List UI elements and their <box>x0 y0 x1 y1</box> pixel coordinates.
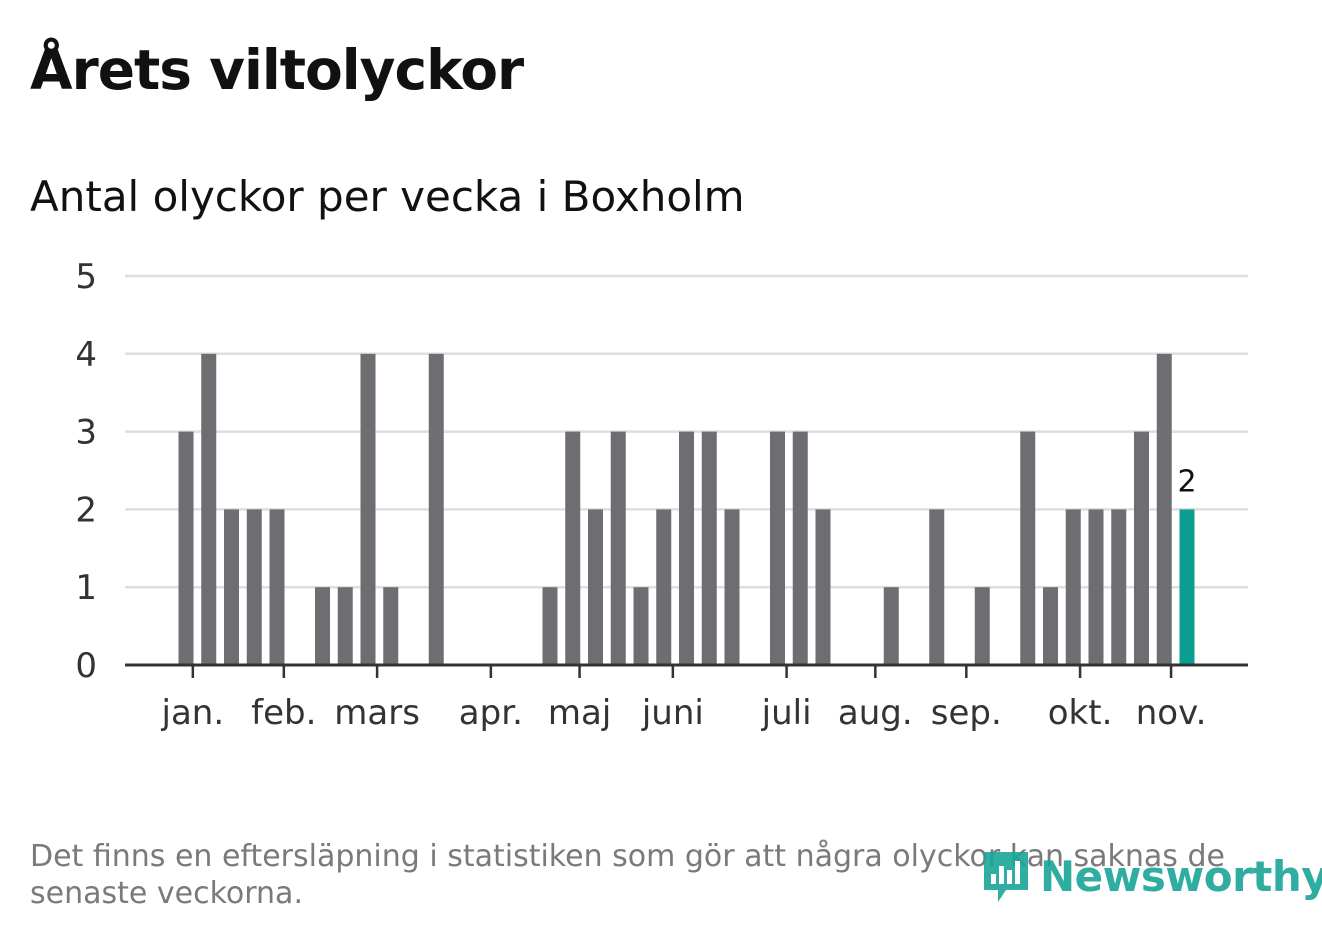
bar <box>929 509 945 665</box>
chart-title: Årets viltolyckor <box>30 38 524 102</box>
bar <box>1088 509 1104 665</box>
bar <box>883 587 899 665</box>
bar-latest-week <box>1179 509 1195 665</box>
bar <box>1065 509 1081 665</box>
bar <box>383 587 399 665</box>
bar <box>815 509 831 665</box>
bar <box>1156 353 1172 665</box>
x-tick-label: sep. <box>931 693 1002 733</box>
bar <box>1111 509 1127 665</box>
data-labels: 2 <box>1177 464 1196 499</box>
bar <box>337 587 353 665</box>
x-tick-label: maj <box>548 693 611 733</box>
x-tick-label: apr. <box>459 693 523 733</box>
y-tick-label: 4 <box>75 335 97 375</box>
y-axis: 0 1 2 3 4 5 <box>75 257 97 686</box>
y-tick-label: 1 <box>75 568 97 608</box>
bar <box>679 431 694 665</box>
y-tick-label: 5 <box>75 257 97 297</box>
x-axis: jan. feb. mars apr. maj juni juli aug. sep. okt. n… <box>125 663 1248 733</box>
logo-text: Newsworthy <box>1040 851 1322 901</box>
newsworthy-logo: Newsworthy <box>980 846 1322 906</box>
chart-subtitle: Antal olyckor per vecka i Boxholm <box>30 172 745 221</box>
bar-chart-speech-bubble-icon <box>984 852 1028 902</box>
bar <box>792 431 808 665</box>
bar <box>360 353 376 665</box>
x-tick-label: nov. <box>1136 693 1207 733</box>
bar <box>542 587 558 665</box>
bar <box>633 587 649 665</box>
x-tick-label: juni <box>641 693 704 733</box>
bar <box>201 353 217 665</box>
x-tick-label: juli <box>761 693 812 733</box>
x-tick-label: okt. <box>1048 693 1113 733</box>
bar <box>588 509 603 665</box>
bar <box>974 587 990 665</box>
x-tick-label: aug. <box>838 693 913 733</box>
bar-chart: 0 1 2 3 4 5 jan. feb. mars apr. maj juni juli aug. se… <box>75 257 1248 733</box>
bar <box>565 431 581 665</box>
x-tick-label: jan. <box>161 693 225 733</box>
bar <box>178 431 194 665</box>
bar <box>770 431 785 665</box>
bar <box>701 431 717 665</box>
x-tick-label: feb. <box>251 693 316 733</box>
bar <box>1020 431 1036 665</box>
bar <box>428 353 444 665</box>
y-tick-label: 3 <box>75 413 97 453</box>
bar <box>1134 431 1149 665</box>
bars <box>178 353 1195 665</box>
latest-value-label: 2 <box>1177 464 1196 499</box>
bar <box>315 587 330 665</box>
x-tick-label: mars <box>334 693 420 733</box>
bar <box>724 509 740 665</box>
bar <box>1043 587 1058 665</box>
bar <box>269 509 285 665</box>
bar <box>656 509 672 665</box>
bar <box>610 431 626 665</box>
y-tick-label: 0 <box>75 646 97 686</box>
bar <box>224 509 239 665</box>
y-tick-label: 2 <box>75 490 97 530</box>
bar <box>246 509 262 665</box>
